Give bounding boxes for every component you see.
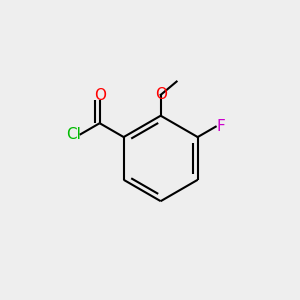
Text: F: F (216, 119, 225, 134)
Text: O: O (94, 88, 106, 103)
Text: O: O (155, 87, 167, 102)
Text: Cl: Cl (66, 127, 81, 142)
